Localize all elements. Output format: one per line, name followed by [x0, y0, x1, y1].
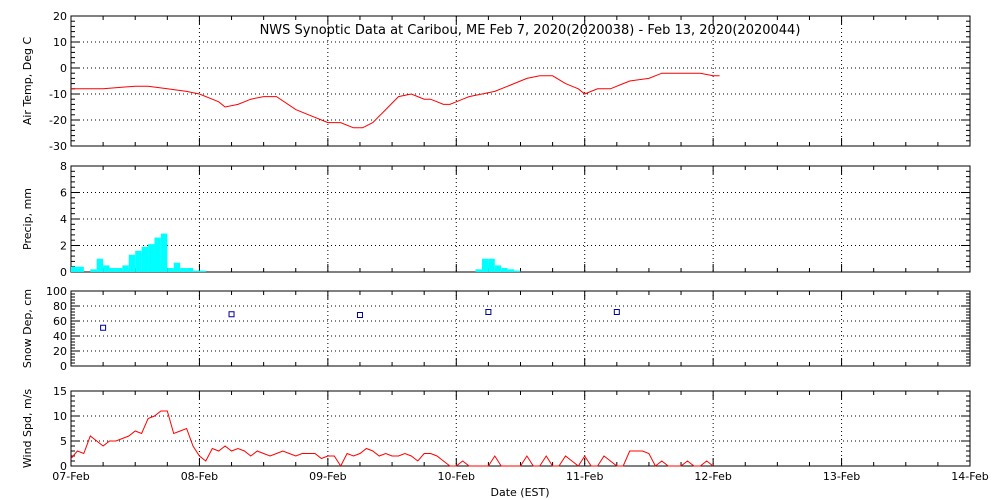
precip-panel: 8 6 4 2 0 Precip, mm: [21, 160, 971, 279]
y-tick-label: 5: [60, 435, 67, 448]
y-tick-label: 0: [60, 62, 67, 75]
x-tick-label: 12-Feb: [694, 470, 731, 483]
x-tick-label: 11-Feb: [566, 470, 603, 483]
precip-bar: [128, 254, 136, 272]
y-tick-label: -10: [49, 88, 67, 101]
x-tick-label: 13-Feb: [823, 470, 860, 483]
y-tick-label: -20: [49, 114, 67, 127]
y-tick-label: 10: [53, 410, 67, 423]
precip-bar: [71, 266, 78, 272]
precip-bar: [494, 265, 502, 272]
panel-frame: [70, 15, 971, 147]
wind-panel: 15 10 5 0 Wind Spd, m/s 07-Feb 08-Feb 09-Feb 10-…: [21, 385, 989, 483]
x-tick-label: 10-Feb: [438, 470, 475, 483]
snow-depth-point: [100, 324, 107, 331]
y-tick-label: 0: [60, 460, 67, 473]
precip-bar: [122, 265, 129, 272]
temp-panel: 20 10 0 -10 -20 -30 Air Temp, Deg C: [21, 10, 971, 153]
snow-depth-point: [356, 312, 363, 318]
precip-bar: [507, 269, 515, 272]
snow-depth-point: [613, 309, 620, 315]
panel-frame: [70, 290, 971, 367]
precip-bar: [109, 268, 116, 272]
x-tick-label: 07-Feb: [52, 470, 89, 483]
x-tick-label: 08-Feb: [181, 470, 218, 483]
precip-bar: [180, 268, 187, 272]
y-tick-label: 6: [60, 187, 67, 200]
precip-bar: [115, 268, 123, 272]
y-tick-label: 8: [60, 160, 67, 173]
y-axis-label: Precip, mm: [21, 188, 34, 250]
precip-bar: [488, 258, 495, 272]
precip-bar: [148, 244, 155, 272]
y-tick-label: 10: [53, 36, 67, 49]
precip-bar: [90, 269, 97, 272]
precip-bar: [141, 246, 149, 272]
y-tick-label: 40: [53, 330, 67, 343]
precip-bar: [514, 270, 521, 272]
precip-bar: [481, 258, 489, 272]
precip-bar: [199, 270, 206, 272]
y-tick-label: 4: [60, 213, 67, 226]
air-temp-line: [71, 72, 720, 129]
chart-title: NWS Synoptic Data at Caribou, ME Feb 7, …: [260, 23, 801, 38]
x-tick-label: 09-Feb: [309, 470, 346, 483]
y-tick-label: -30: [49, 140, 67, 153]
y-axis-label: Wind Spd, m/s: [21, 389, 34, 469]
y-tick-label: 80: [53, 300, 67, 313]
wind-speed-line: [70, 410, 714, 468]
y-tick-label: 2: [60, 240, 67, 253]
y-tick-label: 15: [53, 385, 67, 398]
y-tick-label: 20: [53, 10, 67, 23]
precip-bar: [135, 250, 142, 272]
y-tick-label: 0: [60, 266, 67, 279]
y-tick-label: 100: [46, 285, 67, 298]
y-tick-label: 0: [60, 360, 67, 373]
snow-depth-point: [485, 309, 492, 315]
precip-bar: [186, 268, 194, 272]
y-axis-label: Air Temp, Deg C: [21, 37, 34, 126]
y-tick-label: 20: [53, 345, 67, 358]
precip-bar: [501, 268, 508, 272]
precip-bar: [96, 258, 104, 272]
precip-bar: [77, 266, 84, 272]
y-tick-label: 60: [53, 315, 67, 328]
precip-bar: [475, 269, 482, 272]
x-axis-title: Date (EST): [490, 486, 549, 499]
precip-bar: [167, 268, 174, 272]
precip-bar: [193, 270, 200, 272]
precip-bar: [154, 237, 161, 272]
precip-bar: [160, 233, 168, 272]
snow-depth-point: [228, 311, 235, 318]
x-tick-label: 14-Feb: [951, 470, 988, 483]
precip-bar: [173, 262, 181, 272]
snow-panel: 100 80 60 40 20 0 Snow Dep, cm: [21, 285, 971, 373]
y-axis-label: Snow Dep, cm: [21, 289, 34, 368]
precip-bar: [103, 265, 110, 272]
